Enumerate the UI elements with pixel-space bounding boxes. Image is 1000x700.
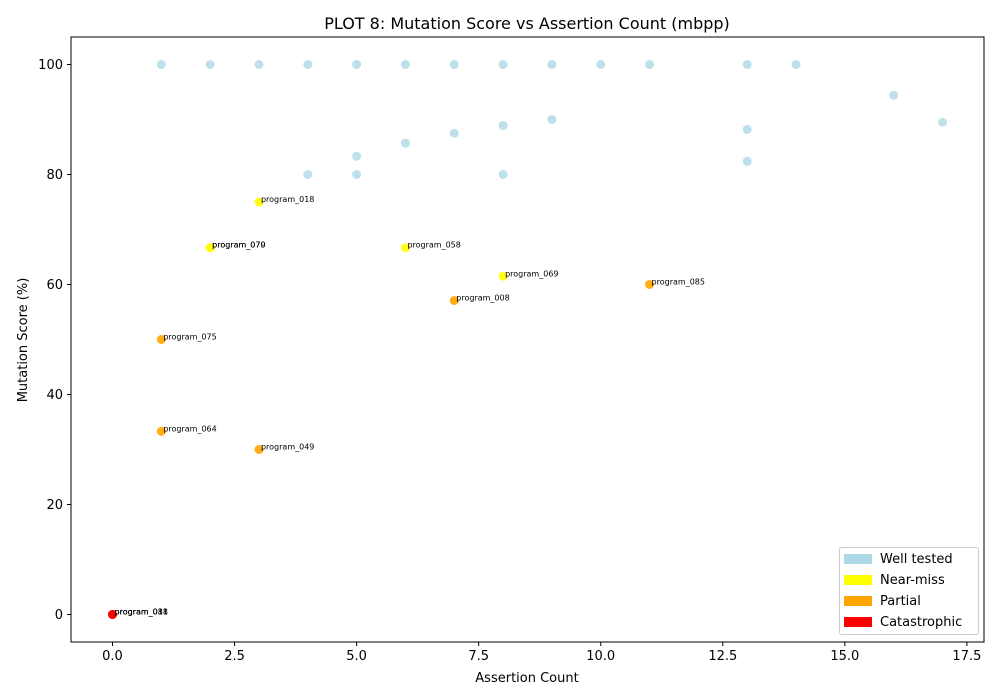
- y-tick-label: 40: [46, 388, 63, 403]
- x-tick-label: 5.0: [346, 649, 367, 664]
- data-point-label: program_085: [652, 278, 705, 287]
- legend-label-partial: Partial: [880, 593, 921, 609]
- data-point: [254, 197, 264, 207]
- data-point: [449, 128, 459, 138]
- legend-item-catastrophic: Catastrophic: [844, 613, 962, 631]
- x-tick-label: 7.5: [468, 649, 489, 664]
- x-tick-label: 15.0: [830, 649, 859, 664]
- data-point-label: program_064: [163, 424, 216, 433]
- data-point: [645, 60, 655, 69]
- data-point-label: program_031: [115, 608, 168, 617]
- data-point: [303, 60, 313, 69]
- data-point: [156, 426, 166, 436]
- legend-label-near-miss: Near-miss: [880, 572, 945, 588]
- data-point: [108, 610, 117, 619]
- data-point: [791, 60, 801, 69]
- x-tick-label: 10.0: [586, 649, 615, 664]
- data-point: [254, 445, 264, 454]
- data-point: [498, 121, 508, 131]
- data-point: [498, 170, 508, 179]
- legend-swatch-near-miss: [844, 575, 872, 585]
- data-point: [547, 115, 557, 124]
- data-point-label: program_075: [163, 333, 216, 342]
- legend-label-well-tested: Well tested: [880, 551, 953, 567]
- data-point: [449, 60, 459, 69]
- data-point: [400, 243, 410, 253]
- data-point-label: program_070: [212, 241, 265, 250]
- x-axis-label: Assertion Count: [475, 671, 578, 686]
- legend: Well tested Near-miss Partial Catastroph…: [839, 547, 979, 635]
- y-axis: 0 20 40 60 80 100: [38, 58, 71, 623]
- data-point: [742, 156, 752, 166]
- data-point: [938, 117, 947, 127]
- points-layer: [108, 60, 947, 619]
- data-point-label: program_011: [115, 608, 168, 617]
- data-point: [889, 90, 899, 100]
- data-point-label: program_018: [261, 195, 314, 204]
- data-point: [205, 60, 215, 69]
- y-axis-label: Mutation Score (%): [16, 278, 31, 403]
- data-point: [645, 280, 655, 289]
- data-point: [449, 295, 459, 305]
- x-tick-label: 12.5: [708, 649, 737, 664]
- y-tick-label: 20: [46, 498, 63, 513]
- legend-item-well-tested: Well tested: [844, 550, 953, 568]
- legend-swatch-catastrophic: [844, 617, 872, 627]
- data-point: [498, 271, 508, 281]
- y-tick-label: 80: [46, 168, 63, 183]
- data-point-label: program_008: [456, 293, 509, 302]
- y-tick-label: 0: [55, 608, 63, 623]
- data-point-label: program_069: [505, 269, 558, 278]
- data-point-label: program_079: [212, 241, 265, 250]
- x-tick-label: 0.0: [102, 649, 123, 664]
- data-point: [742, 124, 752, 134]
- chart-title: PLOT 8: Mutation Score vs Assertion Coun…: [324, 14, 730, 33]
- data-point: [156, 335, 166, 344]
- x-tick-label: 2.5: [224, 649, 245, 664]
- y-tick-label: 60: [46, 278, 63, 293]
- legend-item-partial: Partial: [844, 592, 921, 610]
- data-point: [400, 138, 410, 148]
- data-point: [352, 60, 362, 69]
- data-point: [205, 243, 215, 253]
- x-axis: 0.0 2.5 5.0 7.5 10.0 12.5 15.0 17.5: [102, 642, 981, 664]
- data-point-label: program_049: [261, 443, 314, 452]
- data-point-label: program_088: [115, 608, 168, 617]
- data-point: [254, 60, 264, 69]
- y-tick-label: 100: [38, 58, 63, 73]
- data-point: [742, 60, 752, 69]
- data-point: [352, 151, 362, 161]
- data-point: [596, 60, 606, 69]
- data-point: [547, 60, 557, 69]
- legend-label-catastrophic: Catastrophic: [880, 614, 963, 630]
- legend-item-near-miss: Near-miss: [844, 571, 945, 589]
- data-point: [303, 170, 313, 179]
- plot-frame: [70, 36, 985, 643]
- legend-swatch-well-tested: [844, 554, 872, 564]
- data-point: [498, 60, 508, 69]
- data-point-label: program_058: [407, 241, 460, 250]
- x-tick-label: 17.5: [952, 649, 981, 664]
- data-point: [156, 60, 166, 69]
- data-point: [352, 170, 362, 179]
- data-point: [400, 60, 410, 69]
- legend-swatch-partial: [844, 596, 872, 606]
